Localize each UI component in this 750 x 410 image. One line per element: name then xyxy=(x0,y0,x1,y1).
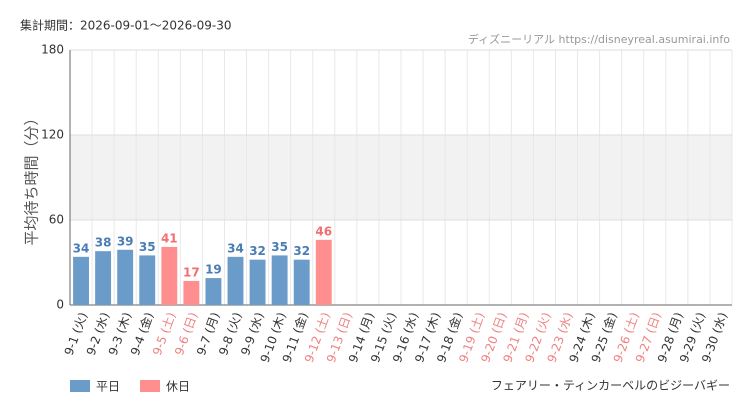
legend-label: 休日 xyxy=(166,380,190,394)
bar xyxy=(315,239,332,305)
value-label: 35 xyxy=(139,240,156,254)
y-tick-label: 180 xyxy=(41,43,64,57)
y-tick-label: 60 xyxy=(49,213,64,227)
bar xyxy=(73,256,89,305)
value-label: 35 xyxy=(271,240,288,254)
bar xyxy=(139,255,156,305)
bar xyxy=(227,256,244,305)
value-label: 17 xyxy=(183,265,200,279)
value-label: 32 xyxy=(249,244,266,258)
value-label: 38 xyxy=(95,236,112,250)
source: ディズニーリアル https://disneyreal.asumirai.inf… xyxy=(468,32,730,46)
legend-label: 平日 xyxy=(96,380,120,394)
attraction-name: フェアリー・ティンカーベルのビジーバギー xyxy=(491,379,730,393)
value-label: 34 xyxy=(227,241,244,255)
bar xyxy=(271,255,288,305)
bar xyxy=(117,249,134,305)
value-label: 32 xyxy=(293,244,310,258)
value-label: 39 xyxy=(117,234,134,248)
value-label: 34 xyxy=(73,241,90,255)
value-label: 41 xyxy=(161,231,178,245)
bar xyxy=(205,278,222,305)
y-tick-label: 120 xyxy=(41,128,64,142)
bar xyxy=(293,259,310,305)
bar xyxy=(183,280,200,305)
value-label: 46 xyxy=(315,224,332,238)
bar xyxy=(95,251,112,305)
bar xyxy=(249,259,266,305)
period: 集計期間：2026-09-01～2026-09-30 xyxy=(20,18,231,33)
value-label: 19 xyxy=(205,263,222,277)
legend-swatch xyxy=(70,380,90,392)
bar xyxy=(161,246,178,305)
y-axis-label: 平均待ち時間（分） xyxy=(23,110,41,245)
y-tick-label: 0 xyxy=(56,298,64,312)
legend-swatch xyxy=(140,380,160,392)
